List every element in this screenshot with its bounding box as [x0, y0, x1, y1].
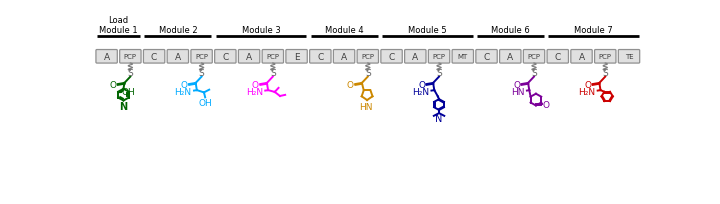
FancyBboxPatch shape [191, 50, 212, 64]
Text: N: N [120, 102, 127, 112]
Text: O: O [542, 101, 549, 110]
Text: H₂N: H₂N [174, 87, 192, 96]
Text: S: S [531, 69, 537, 78]
Text: C: C [388, 53, 395, 61]
FancyBboxPatch shape [500, 50, 521, 64]
Text: C: C [318, 53, 323, 61]
Text: C: C [222, 53, 228, 61]
Text: HN: HN [511, 87, 525, 96]
FancyBboxPatch shape [333, 50, 355, 64]
FancyBboxPatch shape [523, 50, 545, 64]
Text: C: C [483, 53, 490, 61]
Text: O: O [418, 80, 425, 89]
Text: PCP: PCP [124, 54, 137, 60]
Text: H₂N: H₂N [578, 87, 595, 96]
Text: OH: OH [122, 88, 135, 97]
Text: O: O [181, 80, 188, 89]
FancyBboxPatch shape [547, 50, 569, 64]
Text: E: E [294, 53, 300, 61]
FancyBboxPatch shape [595, 50, 616, 64]
FancyBboxPatch shape [120, 50, 141, 64]
Text: A: A [104, 53, 109, 61]
FancyBboxPatch shape [618, 50, 639, 64]
Text: PCP: PCP [599, 54, 612, 60]
Text: Module 7: Module 7 [574, 26, 613, 35]
Text: OH: OH [198, 99, 212, 108]
Text: C: C [554, 53, 561, 61]
Text: H₂N: H₂N [412, 87, 429, 96]
Text: S: S [127, 69, 133, 78]
Text: O: O [584, 80, 591, 89]
FancyBboxPatch shape [357, 50, 379, 64]
Text: S: S [199, 69, 204, 78]
FancyBboxPatch shape [452, 50, 474, 64]
Text: Module 1: Module 1 [99, 26, 138, 35]
FancyBboxPatch shape [215, 50, 236, 64]
Text: O: O [109, 80, 117, 89]
Text: Load: Load [109, 16, 129, 24]
Text: A: A [578, 53, 585, 61]
Text: Module 5: Module 5 [408, 26, 446, 35]
Text: PCP: PCP [361, 54, 374, 60]
Text: Module 4: Module 4 [325, 26, 364, 35]
FancyBboxPatch shape [167, 50, 189, 64]
Text: S: S [365, 69, 371, 78]
Text: A: A [341, 53, 347, 61]
Text: PCP: PCP [528, 54, 541, 60]
Text: MT: MT [458, 54, 468, 60]
Text: PCP: PCP [266, 54, 279, 60]
Text: S: S [436, 69, 442, 78]
FancyBboxPatch shape [262, 50, 284, 64]
FancyBboxPatch shape [310, 50, 331, 64]
Text: A: A [413, 53, 418, 61]
Text: H₂N: H₂N [246, 87, 263, 96]
Text: Module 6: Module 6 [491, 26, 530, 35]
Text: TE: TE [625, 54, 634, 60]
Text: C: C [151, 53, 157, 61]
Text: PCP: PCP [195, 54, 208, 60]
Text: A: A [246, 53, 252, 61]
FancyBboxPatch shape [381, 50, 402, 64]
Text: N: N [435, 114, 442, 123]
Text: Module 3: Module 3 [242, 26, 280, 35]
FancyBboxPatch shape [428, 50, 450, 64]
FancyBboxPatch shape [238, 50, 260, 64]
FancyBboxPatch shape [476, 50, 498, 64]
Text: O: O [252, 80, 258, 89]
Text: Module 2: Module 2 [158, 26, 197, 35]
FancyBboxPatch shape [96, 50, 117, 64]
Text: S: S [603, 69, 608, 78]
FancyBboxPatch shape [286, 50, 307, 64]
FancyBboxPatch shape [143, 50, 165, 64]
Text: A: A [507, 53, 513, 61]
FancyBboxPatch shape [571, 50, 593, 64]
Text: A: A [175, 53, 181, 61]
Text: O: O [347, 80, 354, 89]
FancyBboxPatch shape [405, 50, 426, 64]
Text: S: S [270, 69, 276, 78]
Text: PCP: PCP [433, 54, 446, 60]
Text: O: O [513, 80, 520, 89]
Text: HN: HN [359, 103, 373, 112]
